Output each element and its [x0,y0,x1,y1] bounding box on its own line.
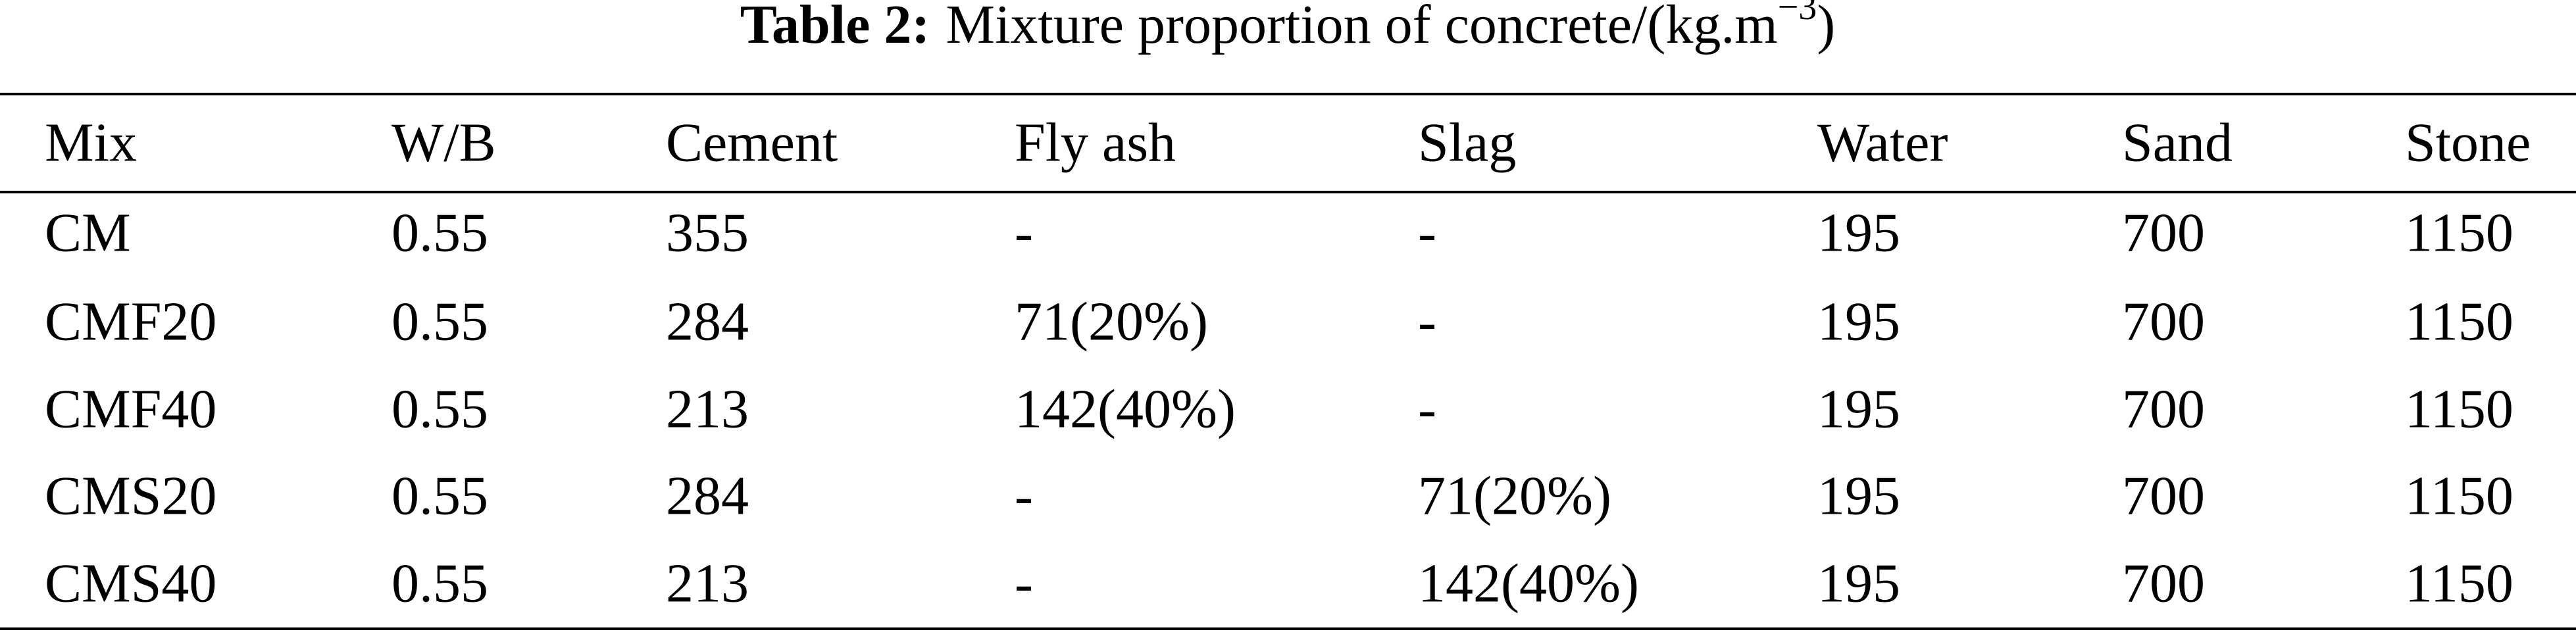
column-header: Fly ash [1015,112,1176,173]
table-cell: - [1418,378,1436,439]
table-cell: 195 [1817,291,1900,352]
column-header: Mix [45,112,137,173]
table-cell: 284 [666,291,749,352]
table-cell: 700 [2122,378,2205,439]
column-header: Cement [666,112,838,173]
table-cell: 71(20%) [1015,291,1208,352]
table-cell: 700 [2122,552,2205,614]
table-cell: 700 [2122,465,2205,526]
column-header: Sand [2122,112,2233,173]
table-cell: 0.55 [391,552,488,614]
table-cell: - [1015,202,1033,263]
table-cell: 195 [1817,552,1900,614]
table-cell: CMF20 [45,291,216,352]
table-cell: CMS40 [45,552,216,614]
table-cell: 0.55 [391,291,488,352]
table-cell: - [1418,202,1436,263]
table-cell: 1150 [2405,465,2513,526]
table-cell: 700 [2122,291,2205,352]
table-cell: 0.55 [391,202,488,263]
table-cell: - [1015,552,1033,614]
table-cell: - [1418,291,1436,352]
table-cell: 1150 [2405,202,2513,263]
table-cell: 142(40%) [1015,378,1236,439]
caption-superscript: −3 [1778,0,1817,28]
table-cell: 142(40%) [1418,552,1639,614]
caption-end: ) [1817,0,1835,55]
column-header: Stone [2405,112,2531,173]
table-cell: 213 [666,552,749,614]
table-cell: 0.55 [391,465,488,526]
table-cell: 1150 [2405,291,2513,352]
column-header: Water [1817,112,1948,173]
table-cell: 700 [2122,202,2205,263]
table-cell: CMS20 [45,465,216,526]
column-header: W/B [391,112,496,173]
table-cell: 1150 [2405,552,2513,614]
table-cell: 1150 [2405,378,2513,439]
table-caption: Table 2: Mixture proportion of concrete/(… [740,0,1836,55]
table-cell: 195 [1817,202,1900,263]
table-cell: CM [45,202,131,263]
table-cell: 195 [1817,378,1900,439]
caption-title: Mixture proportion of concrete/(kg.m [946,0,1777,55]
table-cell: - [1015,465,1033,526]
column-header: Slag [1418,112,1516,173]
table-cell: 355 [666,202,749,263]
table-cell: 284 [666,465,749,526]
table-cell: 195 [1817,465,1900,526]
table-cell: CMF40 [45,378,216,439]
table-cell: 213 [666,378,749,439]
caption-label: Table 2: [740,0,930,55]
table-cell: 71(20%) [1418,465,1611,526]
table-cell: 0.55 [391,378,488,439]
